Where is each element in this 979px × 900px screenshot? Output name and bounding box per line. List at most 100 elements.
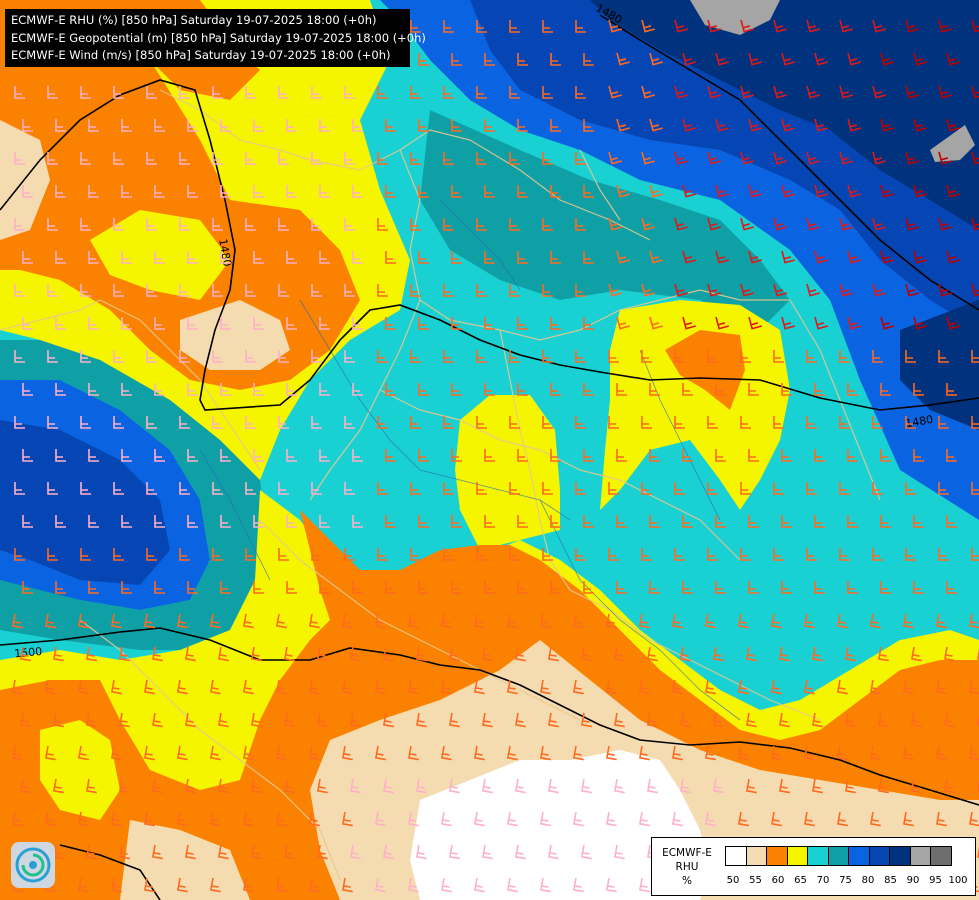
wind-barb-icon <box>542 350 553 363</box>
wind-barb-icon <box>605 811 617 827</box>
wind-barb-icon <box>773 416 784 429</box>
wind-barb-icon <box>484 317 495 330</box>
wind-barb-icon <box>946 118 960 132</box>
wind-barb-icon <box>484 515 495 528</box>
wind-barb-icon <box>550 449 561 462</box>
wind-barb-icon <box>187 449 198 462</box>
wind-barb-icon <box>539 811 551 827</box>
wind-barb-icon <box>781 383 792 396</box>
wind-barb-icon <box>80 416 91 429</box>
wind-barb-icon <box>880 118 894 132</box>
wind-barb-icon <box>616 250 630 264</box>
wind-barb-icon <box>938 217 952 231</box>
wind-barb-icon <box>308 613 320 629</box>
wind-barb-icon <box>869 745 881 761</box>
wind-barb-icon <box>308 811 320 827</box>
legend-tick-label: 70 <box>816 875 830 886</box>
wind-barb-icon <box>737 745 749 761</box>
wind-barb-icon <box>872 283 886 297</box>
wind-barb-icon <box>506 679 518 695</box>
wind-barb-icon <box>913 581 924 594</box>
wind-barb-icon <box>814 383 825 396</box>
wind-barb-icon <box>286 317 297 330</box>
wind-barb-icon <box>451 251 462 264</box>
wind-barb-icon <box>176 613 188 629</box>
wind-barb-icon <box>839 416 850 429</box>
wind-barb-icon <box>938 19 952 33</box>
wind-barb-icon <box>770 745 782 761</box>
wind-barb-icon <box>476 416 487 429</box>
wind-barb-icon <box>484 449 495 462</box>
wind-barb-icon <box>902 745 914 761</box>
wind-barb-icon <box>811 646 823 662</box>
legend-tick-label: 85 <box>884 875 897 886</box>
wind-barb-icon <box>806 85 820 99</box>
wind-barb-icon <box>880 52 894 66</box>
wind-barb-icon <box>19 712 31 728</box>
wind-barb-icon <box>143 679 155 695</box>
wind-barb-icon <box>385 119 396 132</box>
wind-barb-icon <box>869 811 881 827</box>
wind-barb-icon <box>806 482 817 495</box>
wind-barb-icon <box>250 778 262 794</box>
wind-barb-icon <box>476 152 487 165</box>
wind-barb-icon <box>608 416 619 429</box>
wind-barb-icon <box>913 52 927 66</box>
wind-barb-icon <box>847 250 861 264</box>
wind-barb-icon <box>85 646 97 662</box>
isoline-1500 <box>0 627 979 806</box>
wind-barb-icon <box>806 283 820 297</box>
wind-barb-icon <box>473 679 485 695</box>
wind-barb-icon <box>608 85 622 99</box>
wind-barb-icon <box>740 482 751 495</box>
wind-barb-icon <box>946 383 957 396</box>
wind-barb-icon <box>938 85 952 99</box>
wind-barb-icon <box>910 712 922 728</box>
wind-barb-icon <box>242 679 254 695</box>
wind-barb-icon <box>547 712 559 728</box>
wind-barb-icon <box>814 449 825 462</box>
wind-barb-icon <box>943 712 955 728</box>
wind-barb-icon <box>473 613 485 629</box>
wind-barb-icon <box>118 844 130 860</box>
legend-tick-label: 100 <box>948 875 968 886</box>
wind-barb-icon <box>410 416 421 429</box>
wind-barb-icon <box>443 482 454 495</box>
wind-barb-icon <box>806 217 820 231</box>
wind-barb-icon <box>245 284 256 297</box>
wind-barb-icon <box>674 85 688 99</box>
legend-swatch <box>808 846 829 866</box>
wind-barb-icon <box>806 350 817 363</box>
wind-barb-icon <box>745 778 757 794</box>
wind-barb-icon <box>286 383 297 396</box>
wind-barb-icon <box>971 19 979 33</box>
wind-barb-icon <box>55 251 66 264</box>
wind-barb-icon <box>209 877 221 893</box>
wind-barb-icon <box>179 416 190 429</box>
wind-barb-icon <box>250 844 262 860</box>
wind-barb-icon <box>847 184 861 198</box>
wind-barb-icon <box>550 515 561 528</box>
wind-barb-icon <box>19 646 31 662</box>
wind-barb-icon <box>575 284 586 297</box>
wind-barb-icon <box>253 119 264 132</box>
beige-region-sw <box>120 820 250 900</box>
wind-barb-icon <box>542 548 553 561</box>
wind-barb-icon <box>649 184 663 198</box>
wind-barb-icon <box>410 548 421 561</box>
wind-barb-icon <box>451 317 462 330</box>
wind-barb-icon <box>613 712 625 728</box>
wind-barb-icon <box>616 383 627 396</box>
wind-barb-icon <box>971 283 979 297</box>
wind-barb-icon <box>814 250 828 264</box>
wind-barb-icon <box>517 515 528 528</box>
wind-barb-icon <box>935 613 947 629</box>
wind-barb-icon <box>418 185 429 198</box>
wind-barb-icon <box>547 646 559 662</box>
wind-barb-icon <box>946 515 957 528</box>
wind-barb-icon <box>938 350 949 363</box>
wind-barb-icon <box>311 482 322 495</box>
wind-barb-icon <box>484 53 495 66</box>
wind-barb-icon <box>443 86 454 99</box>
wind-barb-icon <box>913 118 927 132</box>
